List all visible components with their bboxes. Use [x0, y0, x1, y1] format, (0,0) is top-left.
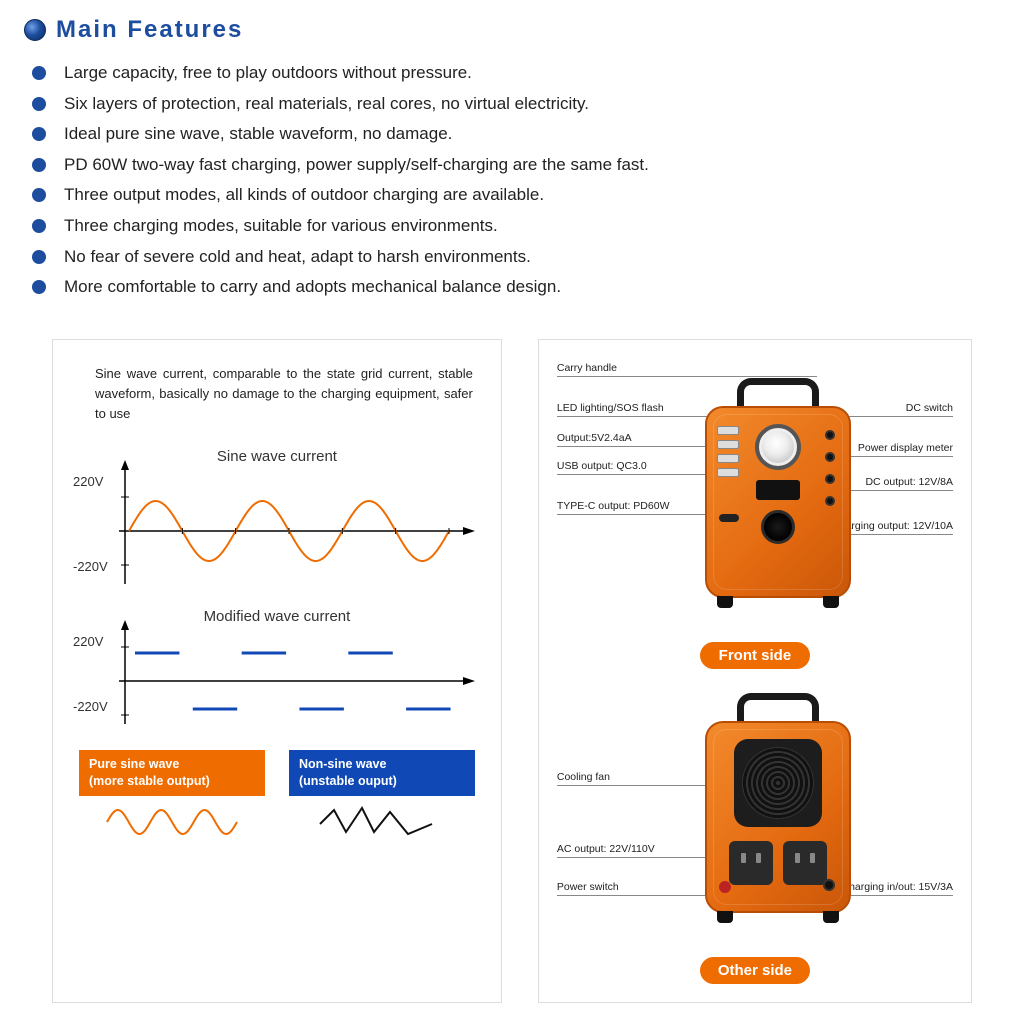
feature-item: Ideal pure sine wave, stable waveform, n…	[64, 119, 452, 150]
ac-socket-icon	[729, 841, 773, 885]
feature-item: Large capacity, free to play outdoors wi…	[64, 58, 472, 89]
lamp-icon	[755, 424, 801, 470]
bullet-icon	[32, 280, 46, 294]
heading-text: Main Features	[56, 16, 243, 44]
feature-item: More comfortable to carry and adopts mec…	[64, 272, 561, 303]
bullet-icon	[32, 219, 46, 233]
legend-line: Non-sine wave	[299, 756, 465, 773]
sine-ylabel-bottom: -220V	[73, 559, 108, 574]
callout-usb-qc: USB output: QC3.0	[557, 460, 707, 475]
power-switch-icon	[719, 881, 731, 893]
feature-item: No fear of severe cold and heat, adapt t…	[64, 242, 531, 273]
feature-list: Large capacity, free to play outdoors wi…	[24, 58, 1000, 303]
bullet-icon	[32, 250, 46, 264]
bullet-icon	[32, 158, 46, 172]
bullet-icon	[32, 66, 46, 80]
feature-item: Three output modes, all kinds of outdoor…	[64, 180, 544, 211]
callout-led-sos: LED lighting/SOS flash	[557, 402, 707, 417]
callout-carry-handle: Carry handle	[557, 362, 817, 377]
globe-icon	[24, 19, 46, 41]
legend-pure-sine: Pure sine wave (more stable output)	[79, 750, 265, 796]
fan-grille-icon	[734, 739, 822, 827]
callout-power-switch: Power switch	[557, 881, 707, 896]
bullet-icon	[32, 188, 46, 202]
legend-line: Pure sine wave	[89, 756, 255, 773]
modified-graph: Modified wave current 220V -220V	[73, 608, 481, 738]
product-front-block: Carry handle LED lighting/SOS flash Outp…	[557, 360, 953, 636]
mini-wave-row	[73, 802, 481, 842]
callout-dc-switch: DC switch	[833, 402, 953, 417]
device-back-illustration	[705, 721, 851, 913]
callout-typec: TYPE-C output: PD60W	[557, 500, 707, 515]
product-back-block: Cooling fan AC output: 22V/110V Power sw…	[557, 685, 953, 951]
feature-item: Three charging modes, suitable for vario…	[64, 211, 498, 242]
mini-zigzag-icon	[312, 802, 452, 842]
callout-dc-output: DC output: 12V/8A	[833, 476, 953, 491]
ac-socket-icon	[783, 841, 827, 885]
modified-wave-svg	[115, 620, 495, 730]
dc-in-icon	[823, 879, 835, 891]
mod-ylabel-top: 220V	[73, 634, 103, 649]
waveform-panel: Sine wave current, comparable to the sta…	[52, 339, 502, 1003]
sine-ylabel-top: 220V	[73, 474, 103, 489]
sine-graph: Sine wave current 220V -220V	[73, 448, 481, 598]
legend-row: Pure sine wave (more stable output) Non-…	[73, 750, 481, 796]
legend-non-sine: Non-sine wave (unstable ouput)	[289, 750, 475, 796]
display-icon	[756, 480, 800, 500]
callout-power-meter: Power display meter	[833, 442, 953, 457]
sine-wave-svg	[115, 460, 495, 590]
other-side-pill: Other side	[700, 957, 810, 984]
mod-ylabel-bottom: -220V	[73, 699, 108, 714]
bullet-icon	[32, 97, 46, 111]
legend-line: (more stable output)	[89, 773, 255, 790]
wave-intro-text: Sine wave current, comparable to the sta…	[73, 364, 481, 424]
bullet-icon	[32, 127, 46, 141]
callout-cooling-fan: Cooling fan	[557, 771, 707, 786]
front-side-pill: Front side	[700, 642, 810, 669]
callout-output-5v: Output:5V2.4aA	[557, 432, 707, 447]
callout-ac-output: AC output: 22V/110V	[557, 843, 707, 858]
feature-item: Six layers of protection, real materials…	[64, 89, 589, 120]
car-port-icon	[761, 510, 795, 544]
device-front-illustration	[705, 406, 851, 598]
feature-item: PD 60W two-way fast charging, power supp…	[64, 150, 649, 181]
product-panel: Carry handle LED lighting/SOS flash Outp…	[538, 339, 972, 1003]
legend-line: (unstable ouput)	[299, 773, 465, 790]
section-heading: Main Features	[24, 16, 1000, 44]
mini-sine-icon	[102, 802, 242, 842]
